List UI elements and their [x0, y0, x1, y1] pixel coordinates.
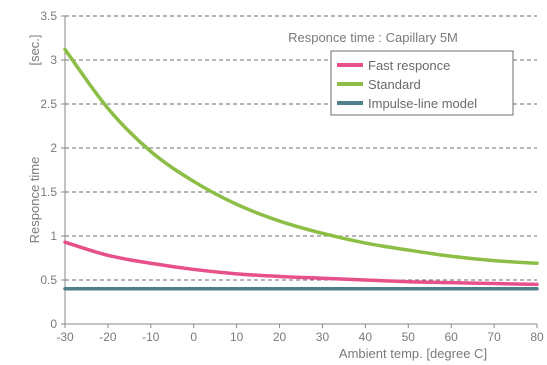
- y-tick-label: 3: [50, 53, 57, 67]
- x-tick-label: 30: [316, 330, 330, 344]
- chart-title: Responce time : Capillary 5M: [288, 30, 458, 45]
- y-tick-label: 2.5: [40, 97, 57, 111]
- y-tick-label: 0: [50, 317, 57, 331]
- series-line-standard: [63, 47, 539, 266]
- x-axis-label: Ambient temp. [degree C]: [339, 346, 487, 361]
- y-axis-label: Responce time: [27, 157, 42, 244]
- series-line-fast-responce: [63, 240, 539, 287]
- x-tick-label: -30: [56, 330, 74, 344]
- x-tick-label: 50: [402, 330, 416, 344]
- x-tick-label: 60: [445, 330, 459, 344]
- x-tick-label: -10: [142, 330, 160, 344]
- x-tick-label: 40: [359, 330, 373, 344]
- tick-labels: 0 0.5 1 1.5 2 2.5 3 3.5 -30 -20 -10 0 10 20 30 40 50 60 70…: [40, 9, 544, 344]
- axes: [61, 15, 538, 328]
- x-tick-label: -20: [99, 330, 117, 344]
- y-tick-label: 1: [50, 229, 57, 243]
- y-tick-label: 0.5: [40, 273, 57, 287]
- legend: Fast responce Standard Impulse-line model: [330, 50, 514, 116]
- legend-label-impulse-line-model: Impulse-line model: [368, 96, 477, 111]
- y-tick-label: 1.5: [40, 185, 57, 199]
- series-group: [63, 47, 539, 291]
- y-tick-label: 3.5: [40, 9, 57, 23]
- x-tick-label: 80: [530, 330, 544, 344]
- x-tick-label: 20: [273, 330, 287, 344]
- y-tick-label: 2: [50, 141, 57, 155]
- legend-label-standard: Standard: [368, 77, 421, 92]
- x-tick-label: 70: [487, 330, 501, 344]
- x-tick-label: 0: [190, 330, 197, 344]
- x-tick-label: 10: [230, 330, 244, 344]
- y-unit-label: [sec.]: [27, 34, 42, 65]
- legend-label-fast-responce: Fast responce: [368, 58, 450, 73]
